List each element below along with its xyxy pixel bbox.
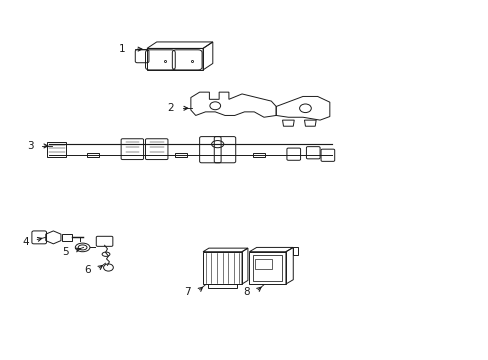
Text: 8: 8 [242, 287, 249, 297]
Text: 5: 5 [62, 247, 69, 257]
Text: 7: 7 [184, 287, 190, 297]
Text: 3: 3 [27, 141, 34, 151]
Text: 4: 4 [22, 237, 29, 247]
Text: 2: 2 [167, 103, 173, 113]
Text: 6: 6 [84, 265, 91, 275]
Text: 1: 1 [118, 44, 125, 54]
